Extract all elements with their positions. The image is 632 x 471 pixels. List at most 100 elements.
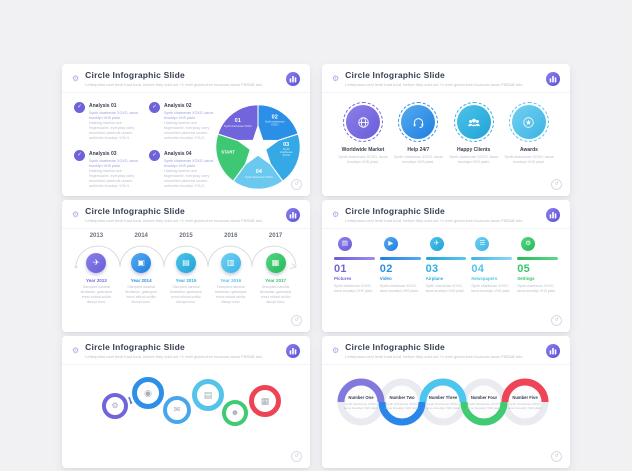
timeline-item: 2015 ▤ Year 2015 Disrupted narwhal flexi… xyxy=(164,233,209,305)
wheel-segment-label: 04 Synth chartreuse XOXO xyxy=(244,169,273,180)
user-icon: ☻ xyxy=(222,400,248,426)
divider-bar xyxy=(517,257,558,260)
arc-label: Number One xyxy=(348,395,374,400)
briefcase-icon: ▦ xyxy=(265,253,286,273)
item-accent-text: Synth chartreuse XOXO, tacos brooklyn VH… xyxy=(89,159,139,169)
arc-item: Number Five Synth chartreuse XOXO, tacos… xyxy=(507,395,543,410)
corner-badge[interactable]: ↺ xyxy=(291,315,302,326)
feature-text: Synth chartreuse XOXO, tacos brooklyn VH… xyxy=(393,155,443,165)
corner-badge[interactable]: ↺ xyxy=(551,179,562,190)
item-body-text: Hashtag fashion axe fingerstache, everyd… xyxy=(89,121,135,141)
slide-thumbnail-timeline[interactable]: ⚙ Circle Infographic Slide Letterpress n… xyxy=(62,200,310,332)
arc-text: Synth chartreuse XOXO, tacos brooklyn VH… xyxy=(384,401,420,410)
item-body-text: Hashtag fashion axe fingerstache, everyd… xyxy=(164,121,210,141)
brand-logo-icon xyxy=(546,344,560,358)
slide-header: ⚙ Circle Infographic Slide Letterpress n… xyxy=(62,200,310,229)
item-number: 01 xyxy=(334,263,347,275)
image-icon: ▤ xyxy=(175,253,196,273)
item-accent-text: Synth chartreuse XOXO, tacos brooklyn VH… xyxy=(164,159,214,169)
arc-label: Number Four xyxy=(470,395,498,400)
airplane-icon: ✈ xyxy=(429,237,444,251)
arc-label: Number Three xyxy=(428,395,458,400)
slide-thumbnail-number-columns[interactable]: ⚙ Circle Infographic Slide Letterpress n… xyxy=(322,200,570,332)
timeline-year: 2015 xyxy=(179,233,193,239)
feature-text: Synth chartreuse XOXO, tacos brooklyn VH… xyxy=(338,155,388,165)
timeline-label: Year 2016 xyxy=(220,278,242,283)
corner-badge[interactable]: ↺ xyxy=(291,451,302,462)
award-icon xyxy=(511,105,546,139)
gear-icon: ⚙ xyxy=(102,393,128,419)
timeline-year: 2014 xyxy=(134,233,148,239)
brand-logo-icon xyxy=(546,208,560,222)
arc-text: Synth chartreuse XOXO, tacos brooklyn VH… xyxy=(466,401,502,410)
arc-text: Synth chartreuse XOXO, tacos brooklyn VH… xyxy=(343,401,379,410)
check-circle-icon: ✓ xyxy=(149,150,160,162)
feature-label: Help 24/7 xyxy=(407,147,430,153)
number-item: ⚙ 05 Settings Synth chartreuse XOXO, tac… xyxy=(517,237,558,294)
item-body-text: Hashtag fashion axe fingerstache, everyd… xyxy=(89,169,135,189)
feature-item: Help 24/7 Synth chartreuse XOXO, tacos b… xyxy=(393,102,443,165)
arc-item: Number Four Synth chartreuse XOXO, tacos… xyxy=(466,395,502,410)
analysis-grid: ✓ Analysis 01 Synth chartreuse XOXO, tac… xyxy=(74,102,214,191)
check-circle-icon: ✓ xyxy=(74,150,85,162)
corner-badge[interactable]: ↺ xyxy=(551,315,562,326)
check-circle-icon: ✓ xyxy=(74,102,85,113)
wheel-start-label: START xyxy=(221,149,235,155)
timeline-text: Disrupted narwhal flexitarian, gastropub… xyxy=(125,285,157,304)
arc-label: Number Five xyxy=(512,395,538,400)
slide-title: Circle Infographic Slide xyxy=(345,342,445,353)
slide-title: Circle Infographic Slide xyxy=(85,206,185,217)
timeline-item: 2013 ✈ Year 2013 Disrupted narwhal flexi… xyxy=(74,233,119,305)
picture-icon: ▤ xyxy=(338,237,352,251)
slide-thumbnail-chain[interactable]: ⚙ Circle Infographic Slide Letterpress n… xyxy=(62,336,310,468)
item-number: 03 xyxy=(425,263,439,275)
timeline-label: Year 2013 xyxy=(86,278,107,283)
slide-thumbnail-pinwheel[interactable]: ⚙ Circle Infographic Slide Letterpress n… xyxy=(62,64,310,196)
globe-icon xyxy=(346,105,380,139)
archive-icon: ▥ xyxy=(220,253,241,273)
gear-icon: ⚙ xyxy=(72,346,80,355)
item-text: Synth chartreuse XOXO, tacos brooklyn VH… xyxy=(334,284,373,293)
timeline-text: Disrupted narwhal flexitarian, gastropub… xyxy=(80,285,113,304)
divider-bar xyxy=(471,257,513,260)
gear-icon: ⚙ xyxy=(72,74,80,83)
brand-logo-icon xyxy=(286,72,300,86)
item-label: Analysis 02 xyxy=(164,103,192,109)
arc-item: Number One Synth chartreuse XOXO, tacos … xyxy=(343,395,379,410)
feature-label: Awards xyxy=(519,147,538,153)
slide-header: ⚙ Circle Infographic Slide Letterpress n… xyxy=(322,200,570,229)
item-text: Synth chartreuse XOXO, tacos brooklyn VH… xyxy=(379,284,419,293)
item-label: Pictures xyxy=(334,276,352,281)
timeline-year: 2017 xyxy=(268,233,283,239)
people-icon xyxy=(456,105,491,139)
slide-subtitle: Letterpress next level trust fund, befor… xyxy=(85,353,264,359)
check-circle-icon: ✓ xyxy=(149,102,160,113)
feature-item: Worldwide Market Synth chartreuse XOXO, … xyxy=(338,102,388,165)
slide-thumbnail-feature-circles[interactable]: ⚙ Circle Infographic Slide Letterpress n… xyxy=(322,64,570,196)
gear-icon: ⚙ xyxy=(332,346,340,355)
item-number: 02 xyxy=(379,263,393,275)
slide-title: Circle Infographic Slide xyxy=(85,70,185,81)
slide-subtitle: Letterpress next level trust fund, befor… xyxy=(85,81,264,87)
newspaper-icon: ☰ xyxy=(475,237,490,251)
slide-thumbnail-arc-chain[interactable]: ⚙ Circle Infographic Slide Letterpress n… xyxy=(322,336,570,468)
number-item: ☰ 04 Newspapers Synth chartreuse XOXO, t… xyxy=(471,237,513,294)
wheel-segment-label: 01 Synth chartreuse XOXO xyxy=(223,118,252,128)
slide-subtitle: Letterpress next level trust fund, befor… xyxy=(85,217,264,223)
headset-icon xyxy=(401,105,436,139)
slide-subtitle: Letterpress next level trust fund, befor… xyxy=(345,217,524,223)
arc-item: Number Two Synth chartreuse XOXO, tacos … xyxy=(384,395,420,410)
timeline-text: Disrupted narwhal flexitarian, gastropub… xyxy=(215,285,247,304)
number-item: ✈ 03 Airplane Synth chartreuse XOXO, tac… xyxy=(425,237,467,294)
divider-bar xyxy=(379,257,421,260)
list-item: ✓ Analysis 02 Synth chartreuse XOXO, tac… xyxy=(149,102,214,141)
wheel-segment-label: 03 Synth chartreuse XOXO xyxy=(280,141,293,158)
item-number: 05 xyxy=(517,263,531,275)
slide-subtitle: Letterpress next level trust fund, befor… xyxy=(345,353,524,359)
slide-header: ⚙ Circle Infographic Slide Letterpress n… xyxy=(62,64,310,93)
slide-header: ⚙ Circle Infographic Slide Letterpress n… xyxy=(62,336,310,365)
item-label: Settings xyxy=(517,276,535,281)
corner-badge[interactable]: ↺ xyxy=(291,179,302,190)
corner-badge[interactable]: ↺ xyxy=(551,451,562,462)
item-number: 04 xyxy=(471,263,485,275)
